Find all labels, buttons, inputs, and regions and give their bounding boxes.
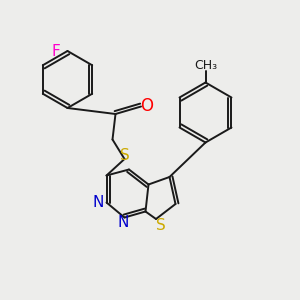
Text: F: F (52, 44, 61, 59)
Text: S: S (156, 218, 165, 233)
Text: N: N (117, 215, 129, 230)
Text: CH₃: CH₃ (194, 59, 217, 72)
Text: O: O (140, 97, 153, 115)
Text: N: N (92, 195, 104, 210)
Text: S: S (120, 148, 129, 163)
